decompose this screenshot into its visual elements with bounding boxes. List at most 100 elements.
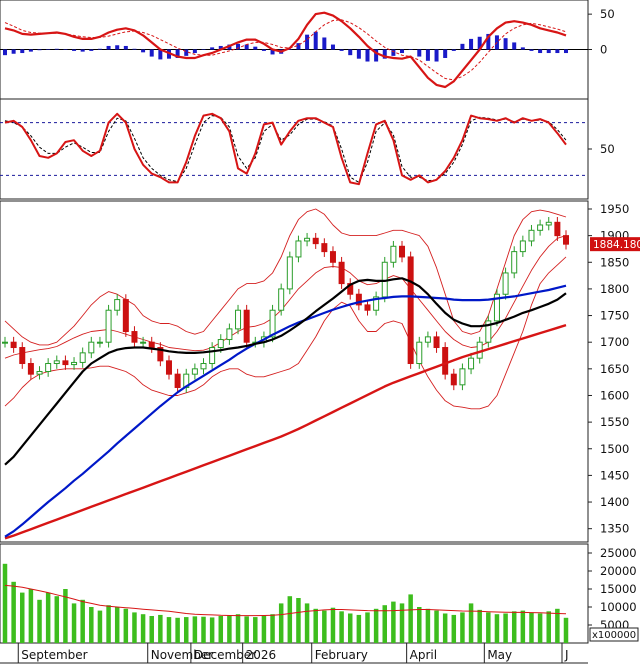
volume-bar [227,615,232,643]
candle-body [269,309,276,338]
candle-body [62,360,69,366]
x-month-label: April [410,648,437,662]
volume-bar [304,603,310,643]
candle-body [45,363,52,372]
macd-histogram-bar [89,49,94,51]
candle-body [71,361,78,366]
volume-bar [434,610,439,643]
volume-ma-line [4,584,567,617]
candle-body [442,347,449,375]
volume-bar [330,607,336,643]
candle-body [502,272,509,295]
x-month-label: September [21,648,87,662]
macd-histogram-bar [313,31,318,50]
volume-bar [132,612,137,643]
volume-bar [511,611,517,643]
macd-histogram-bar [46,49,51,50]
macd-histogram-bar [391,49,396,56]
candle-body [235,309,242,330]
candle-body [312,237,319,245]
candle-body [554,221,561,237]
volume-bar [347,613,353,643]
macd-histogram-bar [3,49,7,56]
macd-histogram-bar [287,49,292,50]
macd-histogram-bar [512,42,517,50]
macd-histogram-bar [322,37,327,50]
price-y-tick-label: 1500 [600,442,629,456]
volume-bar [97,610,103,643]
candle-body [96,341,103,344]
volume-bar [356,614,362,643]
candle-body [200,363,207,370]
candle-body [53,360,60,365]
volume-bar [322,610,327,643]
candle-body [399,245,406,258]
volume-bar [45,592,51,643]
volume-bar [399,603,405,643]
candle-body [122,299,129,333]
macd-histogram-bar [141,49,146,53]
macd-histogram-bar [365,49,370,62]
volume-y-tick-label: 10000 [600,600,637,614]
candle-body [511,251,518,274]
macd-histogram-bar [20,49,25,54]
last-price-label: 1884.180 [593,239,640,251]
macd-histogram-bar [434,49,439,62]
candle-body [157,347,164,362]
macd-histogram-bar [28,49,33,52]
candle-body [174,373,181,388]
candle-body [433,336,440,349]
macd-histogram-bar [201,49,206,50]
candle-body [295,240,302,258]
volume-bar [37,599,42,643]
volume-bar [201,616,206,643]
volume-bar [11,581,16,643]
volume-y-tick-label: 25000 [600,546,637,560]
candle-body [114,299,121,311]
volume-bar [114,607,120,643]
volume-bar [546,611,551,643]
volume-bar [270,614,275,643]
volume-bar [140,614,146,643]
stochastic-panel-frame [0,98,589,200]
price-y-tick-label: 1850 [600,255,629,269]
macd-histogram-bar [296,43,301,50]
volume-bar [183,617,189,643]
price-y-tick-label: 1550 [600,415,629,429]
volume-bar [166,617,172,643]
candle-body [304,237,311,242]
ma50-line [4,277,567,466]
macd-histogram-bar [218,45,223,50]
macd-histogram-bar [451,49,456,51]
volume-bar [158,614,163,643]
candle-body [329,251,336,263]
volume-bar [373,608,379,643]
volume-bar [149,616,154,643]
macd-histogram-bar [460,43,465,50]
macd-histogram-bar [538,49,543,54]
volume-bar [175,617,180,643]
macd-histogram-bar [80,49,85,52]
volume-bar [123,608,129,643]
macd-histogram-bar [72,49,77,51]
volume-bar [529,612,534,643]
candle-body [459,368,466,386]
candle-body [485,320,492,343]
candle-body [537,224,544,231]
volume-bar [408,594,413,643]
candle-body [407,256,414,365]
x-month-label: 2026 [246,648,277,662]
volume-y-tick-label: 15000 [600,582,637,596]
volume-unit-label: x100000 [592,630,636,641]
candle-body [278,288,285,311]
macd-histogram-bar [175,49,180,58]
candle-body [148,341,155,349]
stochastic-d-line [4,115,567,183]
price-y-tick-label: 1950 [600,202,629,216]
macd-y-tick-label: 0 [600,43,607,57]
x-month-label: May [487,648,512,662]
volume-bar [54,596,60,643]
candle-body [338,261,345,285]
